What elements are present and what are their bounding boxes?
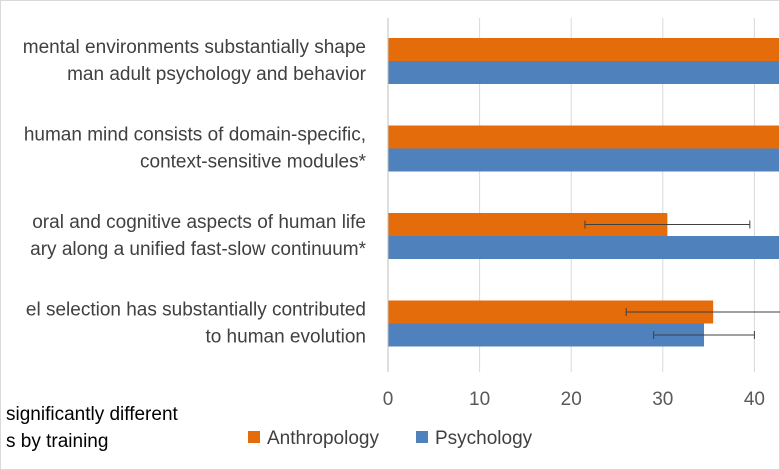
category-label: oral and cognitive aspects of human life [32,212,366,233]
x-tick-label: 10 [469,389,490,410]
legend-label: Psychology [435,428,533,449]
bar-psychology-4 [388,323,705,347]
bar-psychology-2 [388,148,779,172]
x-tick-label: 30 [652,389,673,410]
legend-swatch-psychology [416,431,428,443]
legend-label: Anthropology [267,428,379,449]
footnote: s by training [6,431,108,452]
x-tick-label: 0 [383,389,394,410]
category-label: ary along a unified fast-slow continuum* [30,239,366,260]
category-label: to human evolution [205,327,366,348]
bar-anthropology-3 [388,213,668,236]
category-label: human mind consists of domain-specific, [24,125,366,146]
x-tick-label: 20 [561,389,582,410]
footnote: significantly different [6,404,179,425]
category-label: el selection has substantially contribut… [26,300,366,321]
category-label: mental environments substantially shape [23,37,366,58]
bar-psychology-3 [388,236,779,259]
bar-psychology-1 [388,61,779,84]
bar-anthropology-2 [388,125,779,149]
legend-swatch-anthropology [248,431,260,443]
x-tick-label: 40 [744,389,765,410]
category-label: man adult psychology and behavior [67,64,367,85]
bar-anthropology-4 [388,300,714,324]
category-label: context-sensitive modules* [140,152,367,173]
bar-anthropology-1 [388,38,779,61]
